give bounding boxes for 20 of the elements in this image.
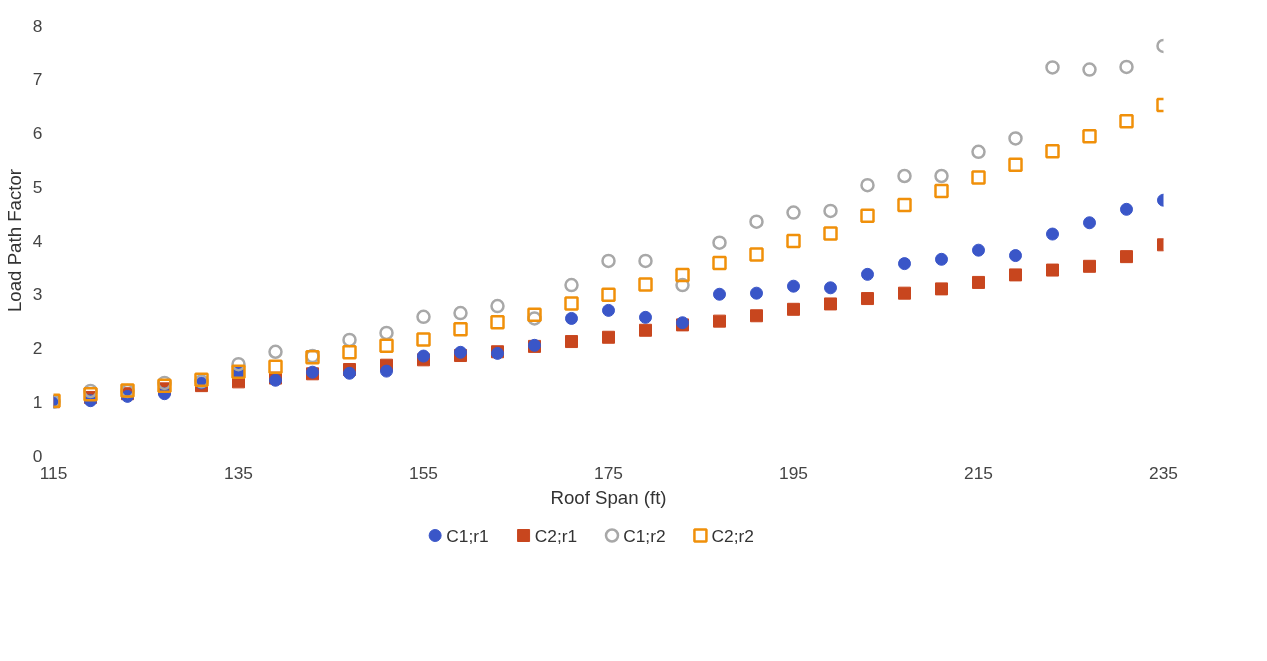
x-tick-label: 235	[1149, 462, 1178, 483]
y-tick-label: 8	[32, 15, 43, 36]
x-tick-label: 135	[224, 462, 253, 483]
y-tick-label: 6	[32, 123, 43, 143]
y-tick-label: 2	[32, 338, 43, 358]
legend-label: C1;r1	[446, 525, 489, 546]
y-tick-label: 7	[32, 69, 43, 90]
x-tick-label: 155	[409, 462, 438, 483]
x-tick-label: 175	[594, 462, 623, 483]
legend-label: C2;r1	[534, 525, 578, 546]
x-tick-label: 215	[964, 462, 993, 483]
y-tick-label: 5	[32, 176, 43, 197]
x-axis-title: Roof Span (ft)	[550, 486, 667, 508]
y-axis-title: Load Path Factor	[3, 168, 25, 313]
y-tick-label: 4	[32, 230, 43, 251]
y-tick-label: 3	[32, 284, 43, 305]
y-tick-label: 1	[32, 391, 43, 412]
x-tick-label: 195	[779, 462, 808, 483]
legend-label: C1;r2	[623, 525, 666, 546]
legend-label: C2;r2	[711, 525, 754, 546]
